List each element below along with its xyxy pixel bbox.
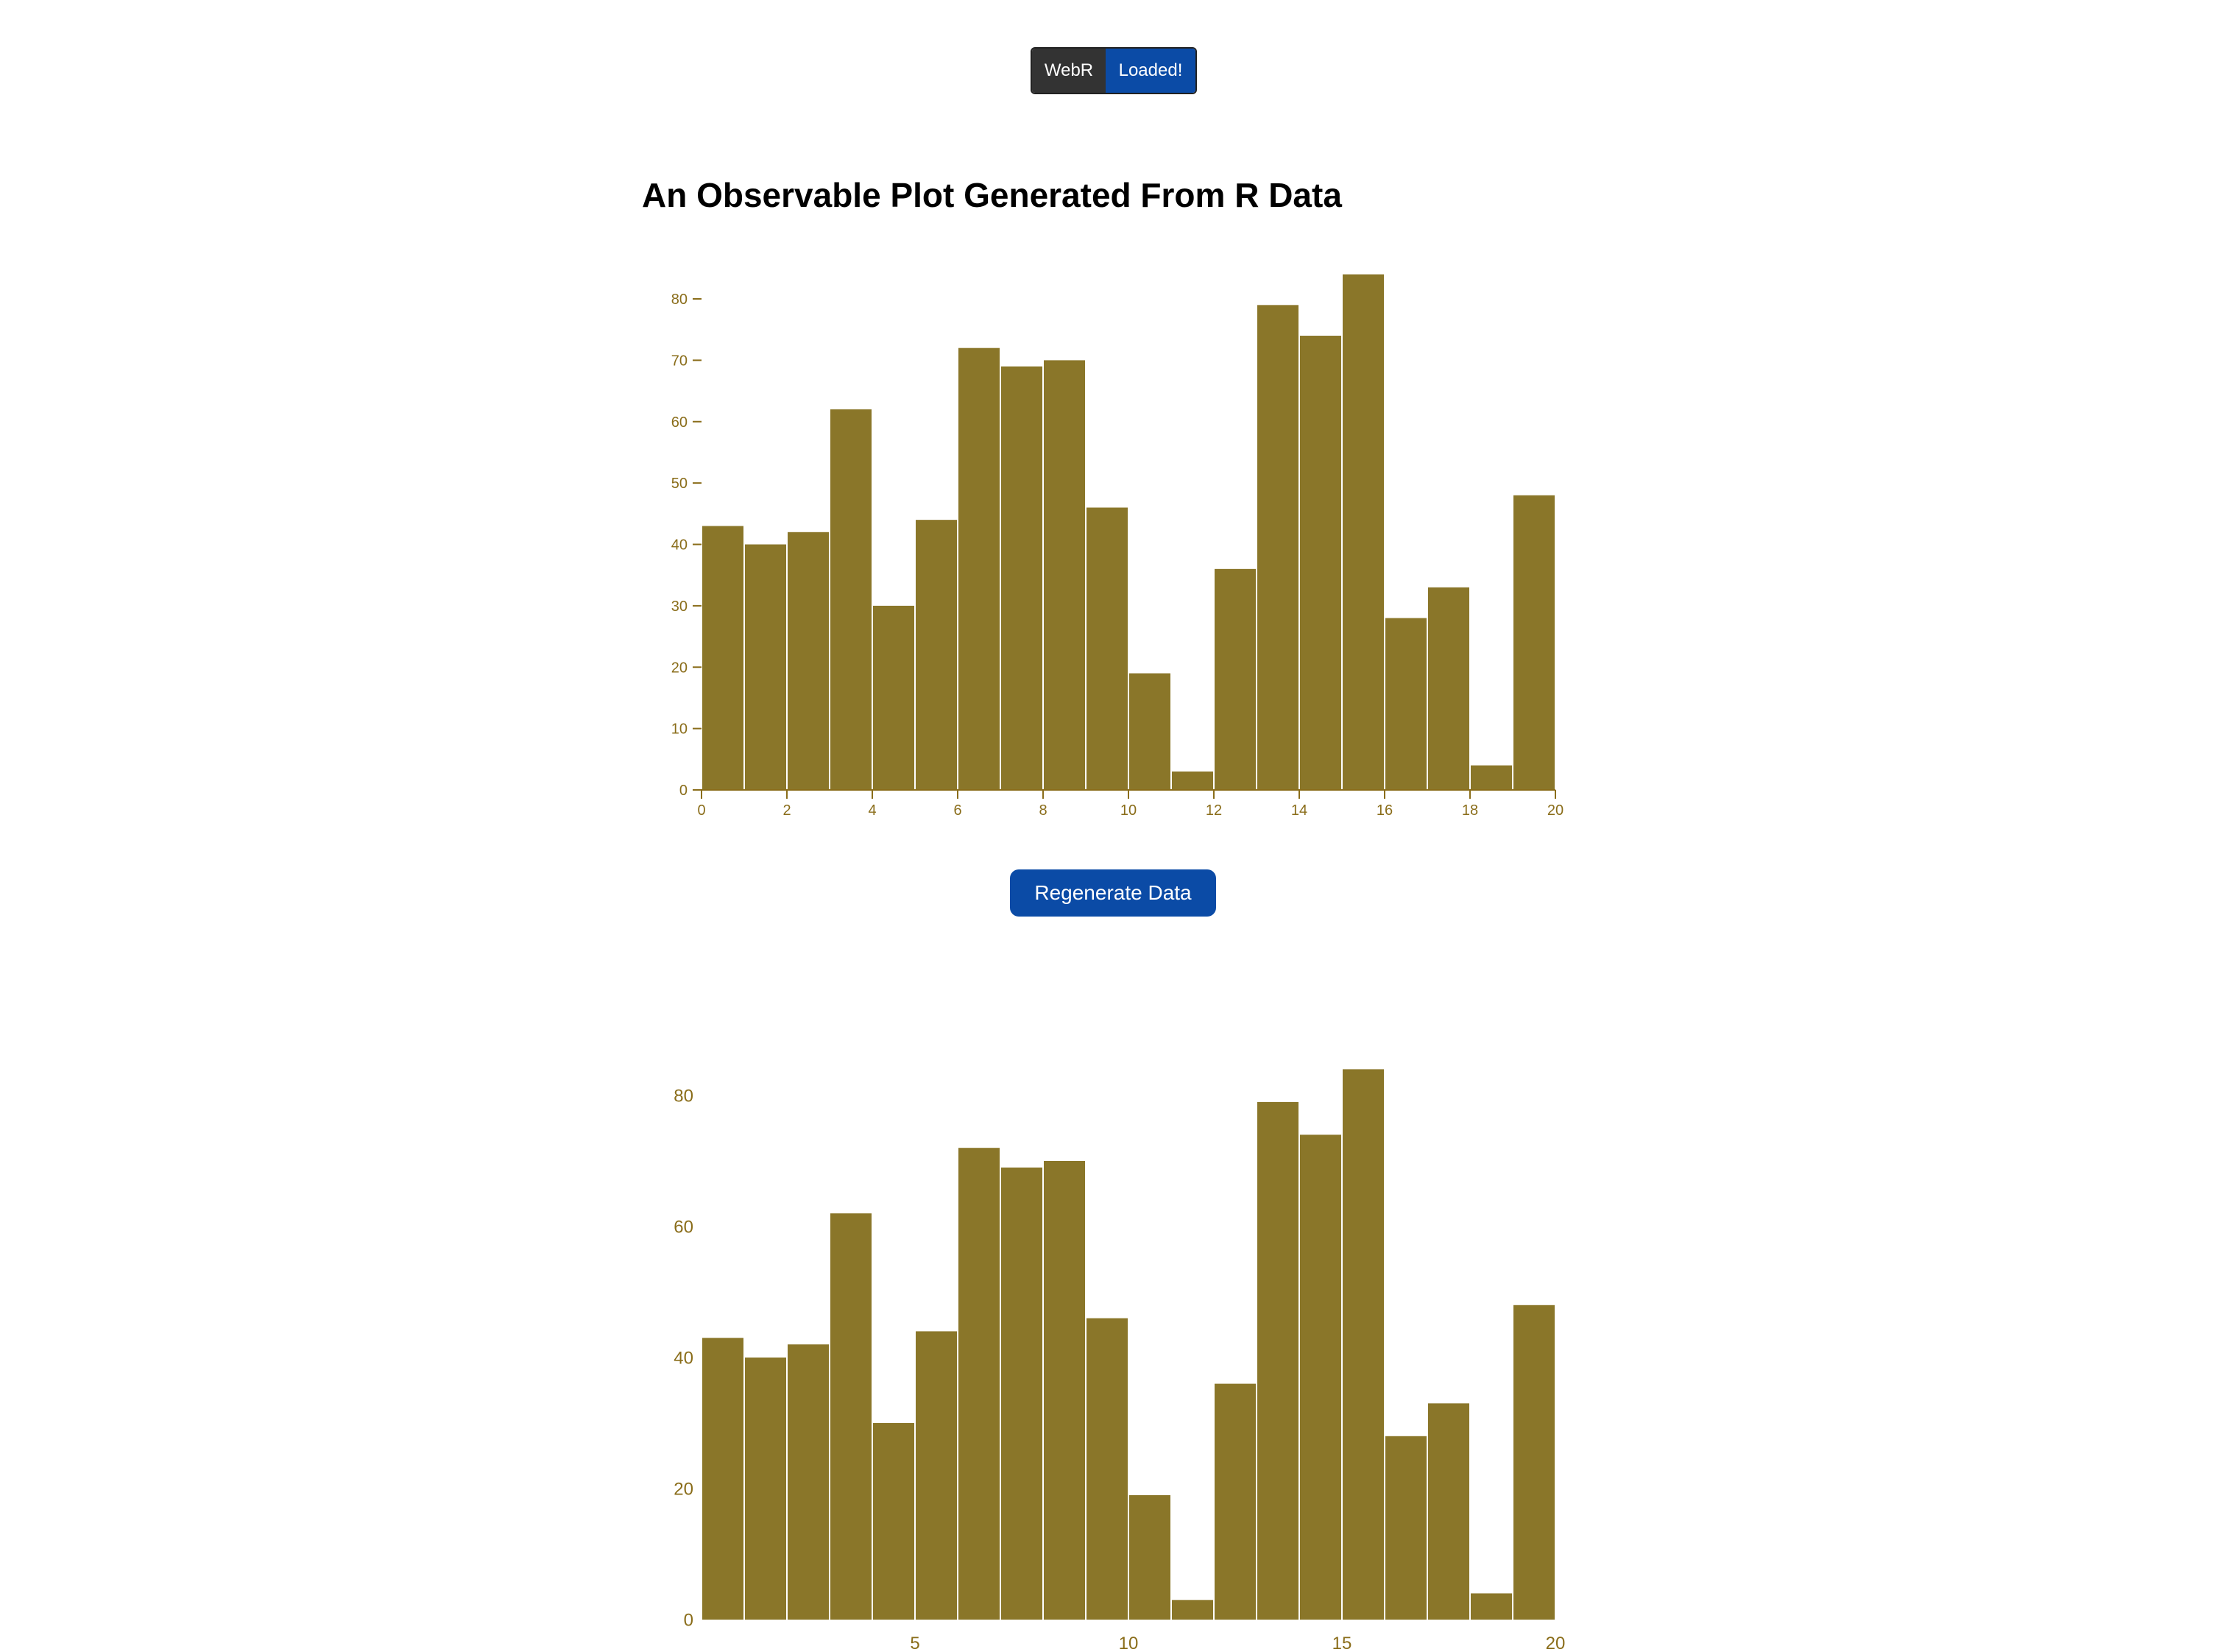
histogram-bar [1172,1600,1213,1620]
x-tick-label: 20 [1546,1634,1566,1652]
histogram-bar [1385,1436,1427,1620]
histogram-bar [1471,1593,1512,1620]
y-tick-label: 0 [684,1610,693,1630]
histogram-bar [1471,765,1512,790]
x-axis: 5 10 15 20 [910,1634,1565,1652]
histogram-svg-bottom: 5 10 15 20 0 20 40 60 80 [674,1069,1565,1652]
x-tick-label: 15 [1332,1634,1352,1652]
y-tick-label: 10 [671,721,688,738]
histogram-bar [1044,1161,1085,1620]
histogram-bar [1257,305,1298,790]
histogram-bar [1044,360,1085,790]
histogram-svg-top: 0 2 4 6 8 10 12 14 16 18 20 0 10 20 30 40 50 60 70 80 [671,274,1564,819]
histogram-bar [1513,1305,1555,1620]
histogram-bar [830,1213,872,1620]
y-axis: 0 20 40 60 80 [674,1086,693,1630]
status-badge-label: WebR [1032,49,1106,93]
histogram-bar [788,1344,829,1620]
histogram-bar [916,1331,957,1620]
histogram-bar [1300,1134,1341,1620]
histogram-bar [1385,618,1427,790]
x-tick-label: 2 [782,802,791,819]
x-tick-label: 12 [1206,802,1222,819]
histogram-bar [1086,1318,1128,1620]
histogram-bar [1129,673,1170,790]
histogram-chart-top: 0 2 4 6 8 10 12 14 16 18 20 0 10 20 30 40 50 60 70 80 [671,274,1564,819]
x-tick-label: 4 [868,802,876,819]
x-tick-label: 14 [1291,802,1307,819]
histogram-bar [1257,1101,1298,1620]
histogram-bar [1343,1069,1384,1620]
x-tick-label: 10 [1119,1634,1139,1652]
y-tick-label: 60 [674,1217,693,1237]
histogram-bar [1001,1167,1042,1620]
regenerate-data-button[interactable]: Regenerate Data [1010,869,1216,917]
histogram-bar [830,409,872,790]
histogram-bar [1300,336,1341,790]
y-tick-label: 40 [674,1348,693,1368]
x-tick-label: 20 [1547,802,1564,819]
histogram-bar [873,1423,914,1620]
histogram-bar [1343,274,1384,790]
bars-group [702,274,1555,790]
y-tick-label: 70 [671,353,688,369]
x-tick-label: 18 [1462,802,1478,819]
histogram-bar [958,347,1000,790]
histogram-bar [788,532,829,790]
histogram-bar [1129,1494,1170,1620]
histogram-bar [745,544,786,790]
y-tick-label: 30 [671,599,688,615]
x-tick-label: 16 [1377,802,1393,819]
histogram-bar [958,1148,1000,1620]
x-tick-label: 0 [697,802,705,819]
histogram-bar [873,605,914,790]
histogram-bar [1215,1383,1256,1620]
webr-status-badge: WebR Loaded! [1031,47,1197,94]
y-tick-label: 80 [674,1086,693,1106]
histogram-bar [702,526,743,790]
histogram-bar [745,1358,786,1620]
bars-group [702,1069,1555,1620]
histogram-bar [702,1338,743,1620]
x-tick-label: 8 [1039,802,1047,819]
y-tick-label: 20 [674,1479,693,1499]
status-badge-value: Loaded! [1106,49,1195,93]
x-axis: 0 2 4 6 8 10 12 14 16 18 20 [697,789,1564,819]
y-axis: 0 10 20 30 40 50 60 70 80 [671,292,702,799]
histogram-bar [1428,1403,1469,1620]
histogram-chart-bottom: 5 10 15 20 0 20 40 60 80 [0,957,2226,1652]
y-tick-label: 0 [679,783,688,799]
histogram-bar [1172,771,1213,790]
histogram-bar [1001,366,1042,790]
histogram-bar [1086,507,1128,790]
x-tick-label: 10 [1120,802,1137,819]
y-tick-label: 20 [671,660,688,676]
page-title: An Observable Plot Generated From R Data [642,176,1342,214]
y-tick-label: 60 [671,414,688,431]
histogram-bar [1428,587,1469,790]
y-tick-label: 40 [671,537,688,554]
histogram-bar [1513,495,1555,790]
histogram-bar [916,520,957,790]
y-tick-label: 50 [671,476,688,492]
y-tick-label: 80 [671,292,688,308]
x-tick-label: 6 [953,802,961,819]
x-tick-label: 5 [910,1634,919,1652]
histogram-bar [1215,568,1256,790]
